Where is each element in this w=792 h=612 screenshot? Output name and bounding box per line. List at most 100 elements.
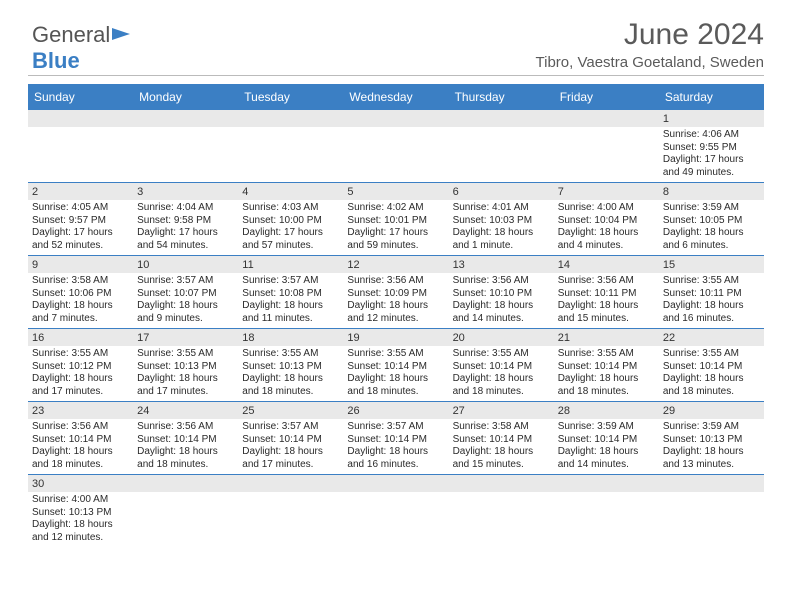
sunset-text: Sunset: 10:14 PM (32, 434, 129, 447)
sunrise-text: Sunrise: 3:58 AM (453, 421, 550, 434)
sunset-text: Sunset: 10:13 PM (32, 507, 129, 520)
day-number: 30 (28, 475, 133, 492)
day-number (554, 110, 659, 127)
daylight-text: Daylight: 18 hours (32, 373, 129, 386)
day-number (28, 110, 133, 127)
day-number (449, 110, 554, 127)
day-number: 7 (554, 183, 659, 200)
day-cell: Sunrise: 4:04 AMSunset: 9:58 PMDaylight:… (133, 200, 238, 255)
day-cell (659, 492, 764, 547)
sunrise-text: Sunrise: 3:55 AM (347, 348, 444, 361)
day-number (238, 110, 343, 127)
sunrise-text: Sunrise: 4:00 AM (32, 494, 129, 507)
day-number: 8 (659, 183, 764, 200)
day-cell: Sunrise: 3:59 AMSunset: 10:13 PMDaylight… (659, 419, 764, 474)
sunrise-text: Sunrise: 3:59 AM (558, 421, 655, 434)
sunrise-text: Sunrise: 3:57 AM (242, 421, 339, 434)
daylight-text: Daylight: 18 hours (558, 446, 655, 459)
logo-text-1: General (32, 22, 110, 47)
day-number: 9 (28, 256, 133, 273)
sunset-text: Sunset: 9:58 PM (137, 215, 234, 228)
day-cell (28, 127, 133, 182)
day-cell: Sunrise: 3:55 AMSunset: 10:11 PMDaylight… (659, 273, 764, 328)
day-cell: Sunrise: 3:55 AMSunset: 10:12 PMDaylight… (28, 346, 133, 401)
sunrise-text: Sunrise: 3:56 AM (453, 275, 550, 288)
location-subtitle: Tibro, Vaestra Goetaland, Sweden (28, 54, 764, 76)
sunrise-text: Sunrise: 3:55 AM (242, 348, 339, 361)
sunset-text: Sunset: 10:13 PM (242, 361, 339, 374)
daylight-text: Daylight: 17 hours (242, 227, 339, 240)
day-cell (343, 492, 448, 547)
week-row: Sunrise: 4:00 AMSunset: 10:13 PMDaylight… (28, 492, 764, 547)
daylight-text: Daylight: 18 hours (663, 373, 760, 386)
day-number: 26 (343, 402, 448, 419)
day-cell: Sunrise: 3:56 AMSunset: 10:11 PMDaylight… (554, 273, 659, 328)
sunset-text: Sunset: 10:14 PM (242, 434, 339, 447)
day-header-row: Sunday Monday Tuesday Wednesday Thursday… (28, 84, 764, 110)
day-header: Thursday (449, 84, 554, 110)
daylight-text: Daylight: 18 hours (137, 300, 234, 313)
sunset-text: Sunset: 10:05 PM (663, 215, 760, 228)
day-cell (133, 492, 238, 547)
day-cell: Sunrise: 4:00 AMSunset: 10:04 PMDaylight… (554, 200, 659, 255)
day-number: 27 (449, 402, 554, 419)
day-cell: Sunrise: 3:57 AMSunset: 10:14 PMDaylight… (343, 419, 448, 474)
sunrise-text: Sunrise: 3:55 AM (137, 348, 234, 361)
day-number: 25 (238, 402, 343, 419)
sunrise-text: Sunrise: 3:55 AM (663, 275, 760, 288)
daylight-text: and 59 minutes. (347, 240, 444, 253)
sunrise-text: Sunrise: 3:55 AM (32, 348, 129, 361)
day-cell: Sunrise: 3:56 AMSunset: 10:14 PMDaylight… (133, 419, 238, 474)
day-cell: Sunrise: 4:00 AMSunset: 10:13 PMDaylight… (28, 492, 133, 547)
sunrise-text: Sunrise: 3:57 AM (347, 421, 444, 434)
daylight-text: and 7 minutes. (32, 313, 129, 326)
day-number: 29 (659, 402, 764, 419)
day-number: 17 (133, 329, 238, 346)
day-cell (238, 492, 343, 547)
day-number: 13 (449, 256, 554, 273)
day-header: Monday (133, 84, 238, 110)
daylight-text: and 12 minutes. (347, 313, 444, 326)
flag-icon (112, 28, 130, 40)
day-cell: Sunrise: 3:57 AMSunset: 10:08 PMDaylight… (238, 273, 343, 328)
sunrise-text: Sunrise: 4:01 AM (453, 202, 550, 215)
day-number: 16 (28, 329, 133, 346)
day-cell: Sunrise: 3:56 AMSunset: 10:14 PMDaylight… (28, 419, 133, 474)
sunset-text: Sunset: 10:13 PM (663, 434, 760, 447)
sunset-text: Sunset: 10:14 PM (347, 361, 444, 374)
day-number (238, 475, 343, 492)
sunset-text: Sunset: 10:14 PM (137, 434, 234, 447)
daylight-text: Daylight: 18 hours (347, 446, 444, 459)
daylight-text: and 57 minutes. (242, 240, 339, 253)
day-number: 3 (133, 183, 238, 200)
week-row: Sunrise: 4:05 AMSunset: 9:57 PMDaylight:… (28, 200, 764, 256)
sunset-text: Sunset: 9:57 PM (32, 215, 129, 228)
daylight-text: and 14 minutes. (453, 313, 550, 326)
sunrise-text: Sunrise: 3:56 AM (558, 275, 655, 288)
daylight-text: and 52 minutes. (32, 240, 129, 253)
day-number: 14 (554, 256, 659, 273)
day-number: 20 (449, 329, 554, 346)
day-number: 19 (343, 329, 448, 346)
sunset-text: Sunset: 10:11 PM (663, 288, 760, 301)
day-header: Tuesday (238, 84, 343, 110)
day-number: 21 (554, 329, 659, 346)
day-header: Sunday (28, 84, 133, 110)
daylight-text: and 18 minutes. (137, 459, 234, 472)
logo: General Blue (32, 22, 130, 74)
daylight-text: and 9 minutes. (137, 313, 234, 326)
day-number: 28 (554, 402, 659, 419)
logo-text-2: Blue (32, 48, 80, 73)
daylight-text: Daylight: 18 hours (347, 300, 444, 313)
sunrise-text: Sunrise: 4:04 AM (137, 202, 234, 215)
daylight-text: Daylight: 18 hours (558, 373, 655, 386)
day-cell (554, 127, 659, 182)
daynum-row: 30 (28, 475, 764, 492)
daylight-text: Daylight: 18 hours (32, 446, 129, 459)
daylight-text: and 13 minutes. (663, 459, 760, 472)
daylight-text: Daylight: 18 hours (137, 446, 234, 459)
day-cell: Sunrise: 4:03 AMSunset: 10:00 PMDaylight… (238, 200, 343, 255)
day-number: 2 (28, 183, 133, 200)
daylight-text: and 18 minutes. (558, 386, 655, 399)
page-title: June 2024 (28, 18, 764, 52)
